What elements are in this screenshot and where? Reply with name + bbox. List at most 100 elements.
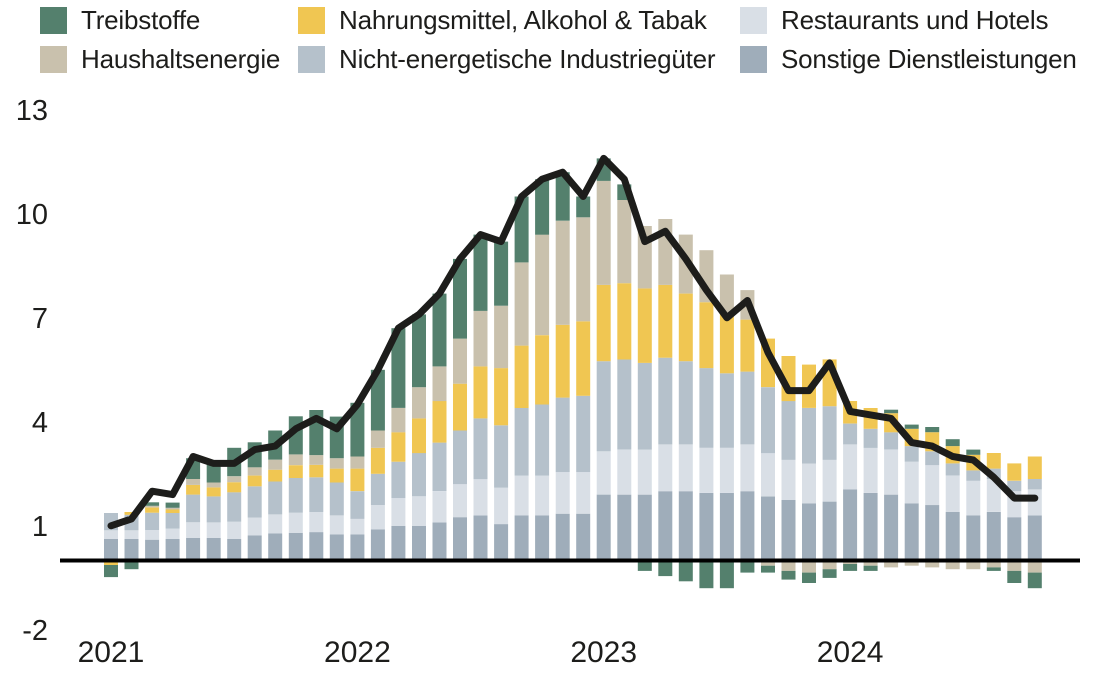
bar-segment-restaurants [453, 484, 467, 518]
legend-label: Haushaltsenergie [81, 43, 281, 74]
legend: Treibstoffe Nahrungsmittel, Alkohol & Tab… [0, 0, 1104, 88]
bar-segment-neig [145, 512, 160, 530]
bar-segment-other_services [617, 494, 632, 561]
bar-segment-food [1007, 463, 1022, 481]
bar-segment-other_services [268, 533, 283, 561]
bar-segment-fuels [350, 402, 365, 457]
bar-segment-restaurants [124, 530, 139, 539]
bar-segment-hh_energy [535, 234, 550, 336]
bar-segment-hh_energy [186, 479, 201, 485]
bar-segment-restaurants [678, 444, 693, 492]
bar-segment-neig [453, 430, 467, 485]
bar-segment-hh_energy [453, 338, 467, 384]
bar-segment-food [740, 319, 755, 372]
bar-segment-neig [535, 404, 550, 476]
bar-segment-hh_energy [350, 456, 365, 469]
bar-segment-hh_energy [494, 305, 509, 369]
bar-segment-fuels [986, 567, 1001, 571]
bar-segment-hh_energy [227, 476, 242, 483]
bar-segment-other_services [884, 494, 899, 561]
bar-segment-hh_energy [329, 458, 344, 469]
bar-segment-fuels [391, 328, 406, 408]
bar-segment-fuels [124, 560, 139, 570]
bar-segment-other_services [329, 534, 344, 561]
bar-segment-neig [904, 446, 919, 462]
bar-segment-restaurants [268, 514, 283, 534]
other_services-swatch [740, 45, 767, 73]
legend-item-hh_energy: Haushaltsenergie [40, 44, 280, 74]
bar-segment-food [699, 302, 714, 369]
bar-segment-fuels [473, 234, 488, 311]
bar-segment-other_services [761, 496, 775, 561]
bar-segment-restaurants [535, 475, 550, 516]
bar-segment-other_services [1007, 517, 1022, 561]
bar-segment-hh_energy [514, 262, 529, 346]
hh_energy-swatch [40, 45, 67, 73]
bar-segment-other_services [822, 501, 837, 561]
y-axis-tick-label: 10 [16, 199, 48, 231]
x-axis-year-label: 2023 [570, 636, 637, 669]
bar-segment-neig [925, 451, 940, 466]
bar-segment-restaurants [370, 505, 385, 530]
bar-segment-fuels [719, 560, 734, 589]
bar-segment-fuels [945, 439, 960, 447]
bar-segment-neig [617, 359, 632, 450]
bar-segment-hh_energy [576, 217, 591, 322]
legend-item-neig: Nicht-energetische Industriegüter [298, 44, 716, 74]
bar-segment-hh_energy [206, 482, 221, 488]
bar-segment-food [432, 401, 447, 443]
bar-segment-other_services [186, 538, 201, 561]
bar-segment-other_services [699, 492, 714, 561]
bar-segment-neig [1027, 479, 1042, 490]
bar-segment-fuels [802, 572, 816, 583]
bar-segment-fuels [1027, 572, 1042, 589]
bar-segment-food [288, 465, 303, 478]
bar-segment-restaurants [247, 517, 262, 536]
bar-segment-hh_energy [473, 310, 488, 367]
bar-segment-neig [658, 357, 673, 445]
bar-segment-neig [473, 418, 488, 480]
restaurants-swatch [740, 6, 767, 34]
bar-segment-hh_energy [370, 430, 385, 448]
y-axis-tick-label: 1 [32, 511, 48, 543]
bar-segment-hh_energy [555, 220, 570, 325]
bar-segment-other_services [781, 499, 796, 561]
bar-segment-food [350, 468, 365, 492]
bar-segment-fuels [432, 293, 447, 367]
x-axis-year-label: 2024 [817, 636, 884, 669]
bar-segment-fuels [453, 258, 467, 339]
bar-segment-neig [945, 463, 960, 476]
bar-segment-fuels [843, 564, 858, 571]
bar-segment-food [535, 335, 550, 405]
bar-segment-other_services [206, 538, 221, 561]
bar-segment-fuels [781, 570, 796, 580]
bar-segment-restaurants [596, 451, 611, 495]
bar-segment-fuels [761, 565, 775, 573]
bar-segment-neig [288, 478, 303, 513]
legend-label: Restaurants und Hotels [781, 4, 1049, 35]
bar-segment-fuels [145, 502, 160, 506]
y-axis-tick-label: 7 [32, 303, 48, 335]
bar-segment-food [719, 312, 734, 374]
bar-segment-neig [309, 477, 324, 512]
bar-segment-neig [719, 373, 734, 448]
bar-segment-neig [555, 397, 570, 473]
bar-segment-food [514, 345, 529, 408]
bar-segment-hh_energy [268, 459, 283, 470]
bar-segment-food [412, 418, 426, 454]
bar-segment-hh_energy [145, 505, 160, 508]
bar-segment-neig [781, 401, 796, 460]
y-axis-tick-label: 4 [32, 407, 48, 439]
bar-segment-restaurants [925, 465, 940, 506]
bar-segment-food [555, 324, 570, 398]
bar-segment-restaurants [617, 449, 632, 495]
bar-segment-food [596, 284, 611, 362]
bar-segment-food [206, 487, 221, 497]
bar-segment-other_services [986, 512, 1001, 561]
bar-segment-fuels [658, 560, 673, 577]
bar-segment-other_services [391, 525, 406, 561]
bar-segment-other_services [247, 535, 262, 561]
bar-segment-other_services [412, 525, 426, 561]
bar-segment-neig [227, 492, 242, 522]
x-axis-zero-line [60, 558, 1080, 563]
